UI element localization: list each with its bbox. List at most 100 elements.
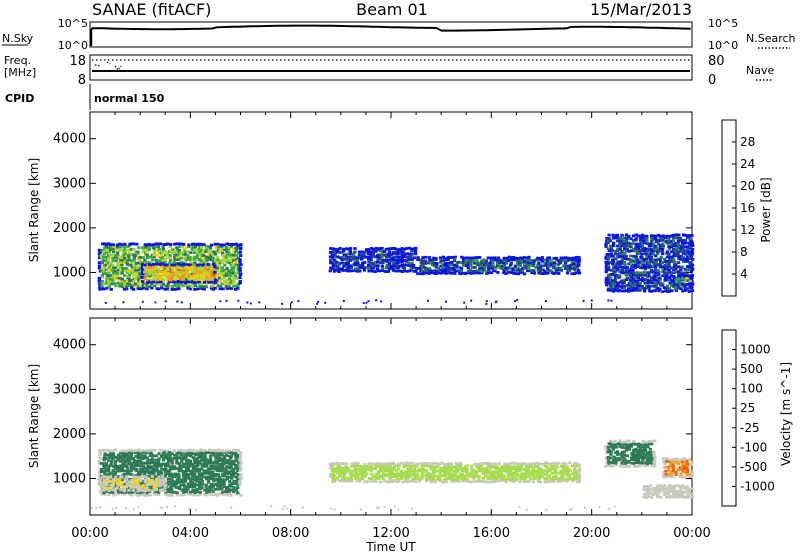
- data-cell: [357, 253, 362, 257]
- data-cell: [359, 253, 364, 257]
- data-cell: [550, 471, 554, 475]
- data-cell: [119, 259, 123, 262]
- data-cell: [413, 480, 418, 484]
- data-cell: [351, 462, 355, 466]
- data-cell: [197, 278, 202, 281]
- data-cell: [105, 483, 109, 487]
- data-cell: [618, 442, 622, 446]
- data-cell: [380, 264, 384, 268]
- data-cell: [186, 475, 190, 478]
- data-cell: [212, 464, 216, 468]
- data-cell: [222, 271, 226, 275]
- data-cell: [405, 480, 410, 484]
- data-cell: [674, 233, 679, 237]
- data-cell: [102, 255, 106, 259]
- data-cell: [393, 247, 398, 251]
- data-cell: [650, 458, 654, 462]
- data-cell: [218, 462, 223, 466]
- data-cell: [159, 464, 163, 467]
- data-cell: [230, 256, 234, 260]
- data-cell: [669, 284, 674, 287]
- freq-label-1: Freq.: [4, 54, 31, 67]
- data-cell: [686, 462, 690, 466]
- data-cell: [511, 477, 515, 481]
- data-cell: [193, 245, 198, 249]
- data-cell: [143, 480, 147, 484]
- data-cell: [638, 278, 642, 282]
- data-cell: [612, 282, 616, 285]
- data-cell: [213, 270, 217, 274]
- data-cell: [236, 259, 240, 263]
- data-cell: [107, 469, 111, 473]
- data-cell: [538, 462, 542, 466]
- data-cell: [654, 263, 658, 267]
- data-cell: [180, 449, 184, 452]
- data-cell: [114, 248, 118, 251]
- data-cell: [532, 269, 536, 273]
- data-cell: [109, 453, 113, 457]
- data-cell: [612, 268, 616, 271]
- data-cell: [230, 506, 233, 509]
- data-cell: [229, 454, 233, 458]
- data-cell: [100, 483, 105, 486]
- data-cell: [137, 281, 141, 285]
- data-cell: [189, 263, 193, 267]
- data-cell: [180, 260, 184, 264]
- data-cell: [233, 260, 238, 264]
- data-cell: [373, 255, 377, 259]
- data-cell: [131, 273, 136, 277]
- data-cell: [137, 462, 141, 466]
- data-cell: [485, 461, 489, 465]
- data-cell: [390, 469, 394, 473]
- data-cell: [205, 493, 209, 497]
- data-cell: [665, 250, 669, 254]
- data-cell: [424, 477, 429, 481]
- data-cell: [123, 251, 127, 255]
- data-cell: [197, 459, 201, 463]
- data-cell: [664, 490, 669, 494]
- data-cell: [667, 268, 671, 272]
- data-cell: [541, 272, 545, 275]
- data-cell: [206, 275, 211, 279]
- data-cell: [181, 480, 186, 484]
- data-cell: [637, 442, 641, 446]
- data-cell: [238, 479, 242, 483]
- data-cell: [122, 253, 126, 257]
- data-cell: [221, 287, 225, 291]
- data-cell: [238, 281, 242, 285]
- data-cell: [623, 245, 627, 248]
- data-cell: [629, 279, 633, 282]
- data-cell: [143, 478, 148, 482]
- data-cell: [667, 239, 671, 243]
- data-cell: [389, 264, 394, 268]
- data-cell: [661, 265, 665, 269]
- data-cell: [211, 253, 215, 256]
- data-cell: [493, 269, 497, 273]
- data-cell: [480, 266, 485, 270]
- data-cell: [620, 286, 624, 289]
- data-cell: [229, 461, 233, 465]
- data-cell: [111, 279, 115, 282]
- data-cell: [111, 263, 115, 267]
- data-cell: [641, 287, 645, 290]
- data-cell: [370, 472, 374, 476]
- data-cell: [143, 263, 147, 267]
- data-cell: [349, 247, 353, 250]
- data-cell: [615, 276, 620, 280]
- data-cell: [166, 487, 170, 491]
- data-cell: [465, 478, 469, 481]
- data-cell: [604, 464, 608, 468]
- data-cell: [97, 461, 102, 465]
- data-cell: [457, 269, 461, 273]
- data-cell: [139, 467, 143, 471]
- data-cell: [627, 289, 631, 293]
- data-cell: [181, 280, 185, 283]
- data-cell: [364, 255, 368, 259]
- data-cell: [180, 301, 183, 304]
- data-cell: [611, 254, 615, 258]
- data-cell: [443, 264, 448, 267]
- data-cell: [145, 456, 149, 460]
- data-cell: [214, 465, 218, 468]
- data-cell: [139, 461, 143, 465]
- data-cell: [219, 451, 223, 455]
